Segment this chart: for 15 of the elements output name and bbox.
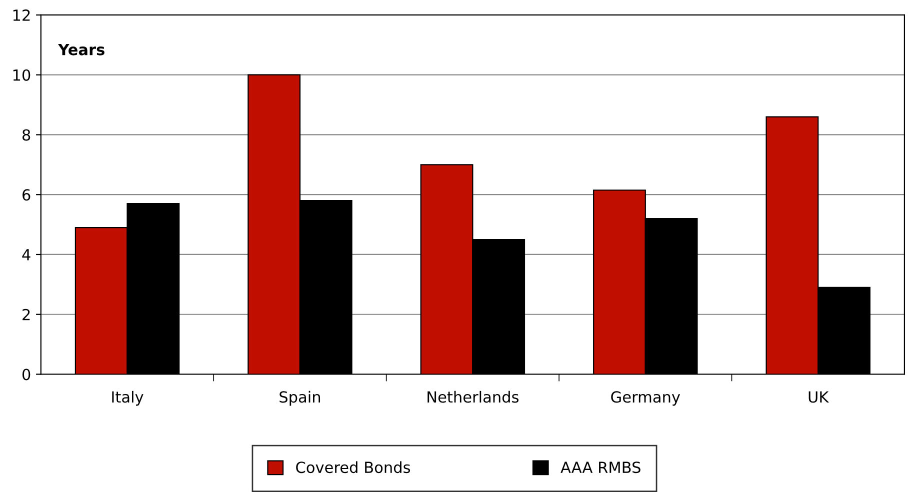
x-tick-label: Germany xyxy=(611,391,680,406)
legend-label: AAA RMBS xyxy=(560,462,640,474)
y-tick-label: 2 xyxy=(22,308,30,320)
y-axis-title: Years xyxy=(58,44,104,56)
x-tick-label: Spain xyxy=(280,390,320,406)
x-tick-label: Italy xyxy=(112,390,144,406)
y-tick-label: 0 xyxy=(22,368,30,380)
x-tick-label: UK xyxy=(808,391,830,403)
x-tick-label: Netherlands xyxy=(428,390,518,403)
y-tick-label: 4 xyxy=(22,249,30,260)
y-tick-label: 10 xyxy=(13,69,30,81)
legend-label: Covered Bonds xyxy=(296,461,410,474)
y-tick-label: 12 xyxy=(13,9,30,21)
y-tick-label: 6 xyxy=(22,189,30,201)
y-tick-label: 8 xyxy=(22,129,30,141)
